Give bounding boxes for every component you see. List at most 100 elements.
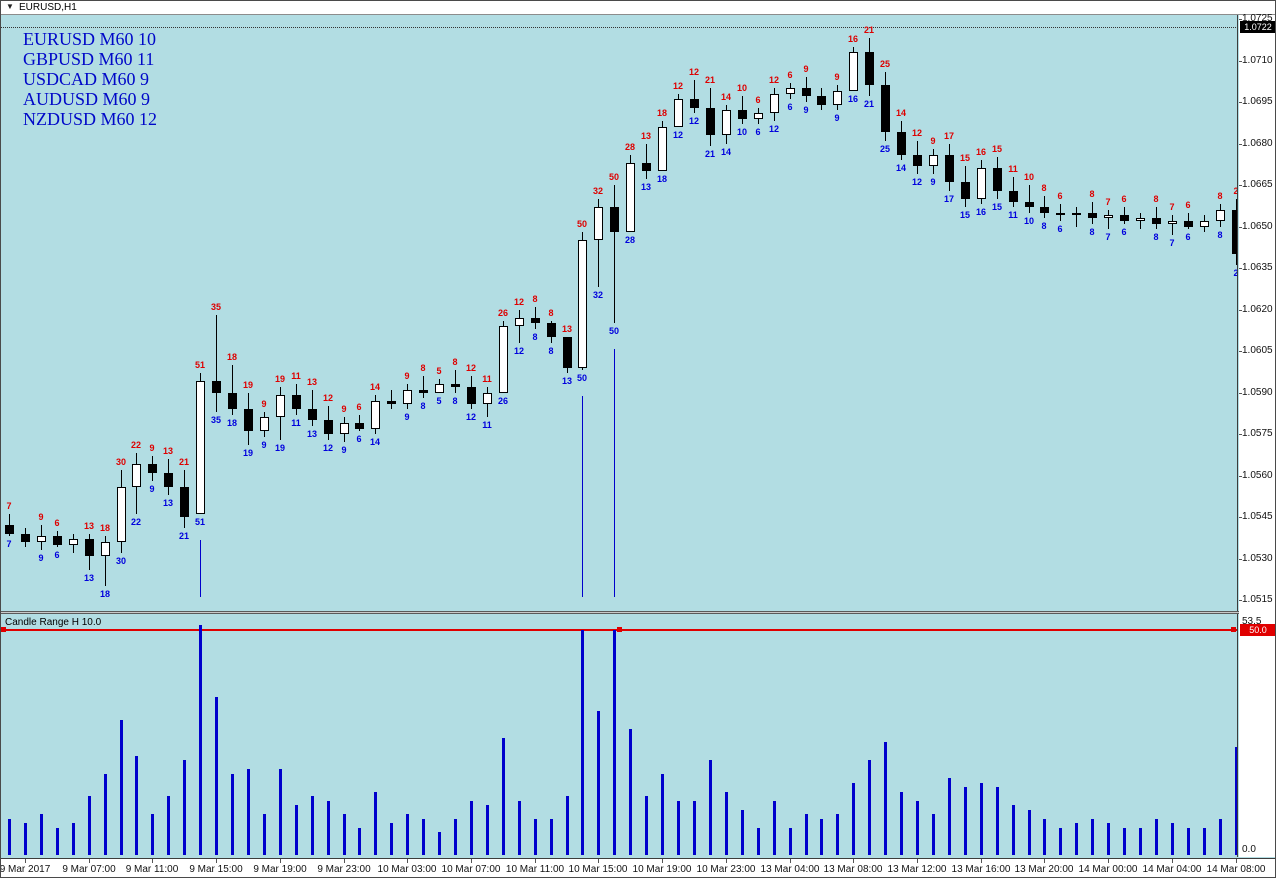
candle-range-label-below: 22: [130, 517, 141, 527]
time-axis-label: 14 Mar 04:00: [1142, 864, 1202, 875]
candle-range-label-above: 11: [291, 371, 301, 381]
candle-body: [1184, 221, 1193, 227]
candle-range-label-above: 8: [1153, 194, 1159, 204]
candle-body: [1040, 207, 1049, 213]
histogram-bar: [836, 814, 839, 855]
level-line-handle-mid[interactable]: [617, 627, 622, 632]
candle-range-label-above: 9: [930, 136, 936, 146]
candle-range-label-below: 6: [356, 434, 362, 444]
candle-body: [563, 337, 572, 368]
candle-body: [37, 536, 46, 542]
candle-wick: [232, 365, 233, 415]
price-axis-label: 1.0635: [1242, 262, 1273, 273]
price-axis-tick: [1239, 227, 1242, 228]
candle-body: [913, 155, 922, 166]
candle-range-label-below: 9: [803, 105, 809, 115]
indicator-subwindow[interactable]: Candle Range H 10.0: [1, 614, 1238, 857]
candle-range-label-above: 10: [736, 83, 747, 93]
histogram-bar: [900, 792, 903, 855]
candle-body: [164, 473, 173, 487]
candle-body: [467, 387, 476, 404]
candle-body: [1152, 218, 1161, 224]
candle-range-label-above: 16: [975, 147, 986, 157]
candle-range-label-above: 15: [959, 153, 970, 163]
price-axis[interactable]: 1.0722 53.5 50.0 0.0 1.0725 1.0710 1.0695 1…: [1239, 13, 1275, 857]
candle-wick: [1076, 207, 1077, 227]
candle-body: [786, 88, 795, 94]
candle-body: [881, 85, 890, 132]
candle-range-label-above: 26: [497, 308, 508, 318]
time-axis-tick: [89, 859, 90, 863]
time-axis-tick: [407, 859, 408, 863]
time-axis-label: 9 Mar 11:00: [125, 864, 179, 875]
candle-range-label-above: 7: [6, 501, 12, 511]
dashed-price-line[interactable]: [1, 27, 1237, 28]
histogram-bar: [295, 805, 298, 855]
price-axis-tick: [1239, 476, 1242, 477]
histogram-bar: [566, 796, 569, 855]
indicator-level-badge: 50.0: [1240, 624, 1275, 636]
candle-range-label-below: 2: [1233, 268, 1238, 278]
candle-range-label-below: 12: [465, 412, 476, 422]
time-axis-label: 9 Mar 19:00: [253, 864, 307, 875]
candle-body: [355, 423, 364, 429]
histogram-bar: [773, 801, 776, 855]
candle-body: [324, 420, 333, 434]
candle-range-label-below: 18: [99, 589, 110, 599]
candle-range-label-below: 13: [83, 573, 94, 583]
candle-range-label-above: 8: [532, 294, 538, 304]
level-line-handle-left[interactable]: [1, 627, 6, 632]
candle-range-label-below: 30: [115, 556, 126, 566]
time-axis-tick: [662, 859, 663, 863]
time-axis-label: 13 Mar 16:00: [951, 864, 1011, 875]
candle-range-label-below: 14: [895, 163, 906, 173]
candle-range-label-above: 11: [482, 374, 492, 384]
candle-range-label-below: 6: [1121, 227, 1127, 237]
candle-body: [387, 401, 396, 404]
candle-body: [754, 113, 763, 119]
price-axis-label: 1.0590: [1242, 387, 1273, 398]
time-axis-tick: [1236, 859, 1237, 863]
candle-range-label-above: 9: [404, 371, 410, 381]
histogram-bar: [518, 801, 521, 855]
candle-range-label-above: 9: [834, 72, 840, 82]
candle-range-label-above: 19: [274, 374, 285, 384]
time-axis-tick: [471, 859, 472, 863]
candle-range-label-below: 21: [704, 149, 715, 159]
candle-range-label-below: 50: [576, 373, 587, 383]
candle-range-label-below: 32: [592, 290, 603, 300]
histogram-bar: [454, 819, 457, 855]
time-axis-tick: [1172, 859, 1173, 863]
candle-wick: [646, 144, 647, 179]
histogram-bar: [996, 787, 999, 855]
histogram-bar: [581, 630, 584, 855]
histogram-bar: [120, 720, 123, 855]
histogram-bar: [263, 814, 266, 855]
candle-range-label-below: 12: [768, 124, 779, 134]
window-splitter[interactable]: [1, 611, 1275, 614]
candle-range-label-below: 8: [420, 401, 426, 411]
histogram-bar: [645, 796, 648, 855]
time-axis[interactable]: 9 Mar 2017 9 Mar 07:00 9 Mar 11:00 9 Mar 15…: [1, 858, 1275, 877]
chart-title-bar[interactable]: ▼ EURUSD,H1: [1, 1, 1275, 15]
candle-range-label-below: 8: [452, 396, 458, 406]
histogram-bar: [805, 814, 808, 855]
price-axis-tick: [1239, 268, 1242, 269]
histogram-bar: [374, 792, 377, 855]
candle-range-label-above: 22: [130, 440, 141, 450]
candle-body: [1056, 213, 1065, 215]
candle-body: [340, 423, 349, 434]
candle-wick: [598, 199, 599, 287]
histogram-bar: [311, 796, 314, 855]
histogram-bar: [757, 828, 760, 855]
price-chart-area[interactable]: EURUSD M60 10 GBPUSD M60 11 USDCAD M60 9…: [1, 15, 1238, 611]
candle-body: [244, 409, 253, 431]
candle-body: [1120, 215, 1129, 221]
candle-range-label-above: 5: [436, 366, 442, 376]
candle-range-label-below: 14: [720, 147, 731, 157]
histogram-bar: [1171, 823, 1174, 855]
candle-range-label-above: 50: [608, 172, 619, 182]
level-line-handle-right[interactable]: [1231, 627, 1236, 632]
candle-range-label-above: 18: [656, 108, 667, 118]
candle-body: [451, 384, 460, 387]
